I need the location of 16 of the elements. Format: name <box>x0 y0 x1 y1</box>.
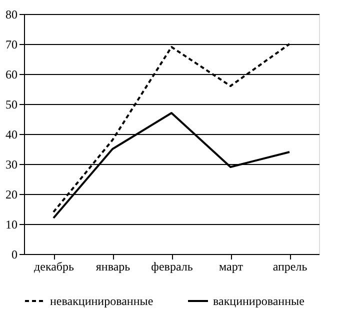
x-tick-label: апрель <box>272 260 308 274</box>
x-tick-label: февраль <box>151 260 194 274</box>
y-tick-label: 0 <box>12 248 18 262</box>
y-tick-label: 60 <box>6 68 18 82</box>
legend-label: невакцинированные <box>50 294 154 308</box>
y-tick-label: 10 <box>6 218 18 232</box>
y-tick-label: 40 <box>6 128 18 142</box>
y-tick-label: 70 <box>6 38 18 52</box>
y-tick-label: 50 <box>6 98 18 112</box>
x-tick-label: декабрь <box>34 260 75 274</box>
x-tick-label: январь <box>96 260 131 274</box>
y-tick-label: 80 <box>6 8 18 22</box>
x-tick-label: март <box>219 260 244 274</box>
y-tick-label: 30 <box>6 158 18 172</box>
y-tick-label: 20 <box>6 188 18 202</box>
legend-label: вакцинированные <box>213 294 304 308</box>
